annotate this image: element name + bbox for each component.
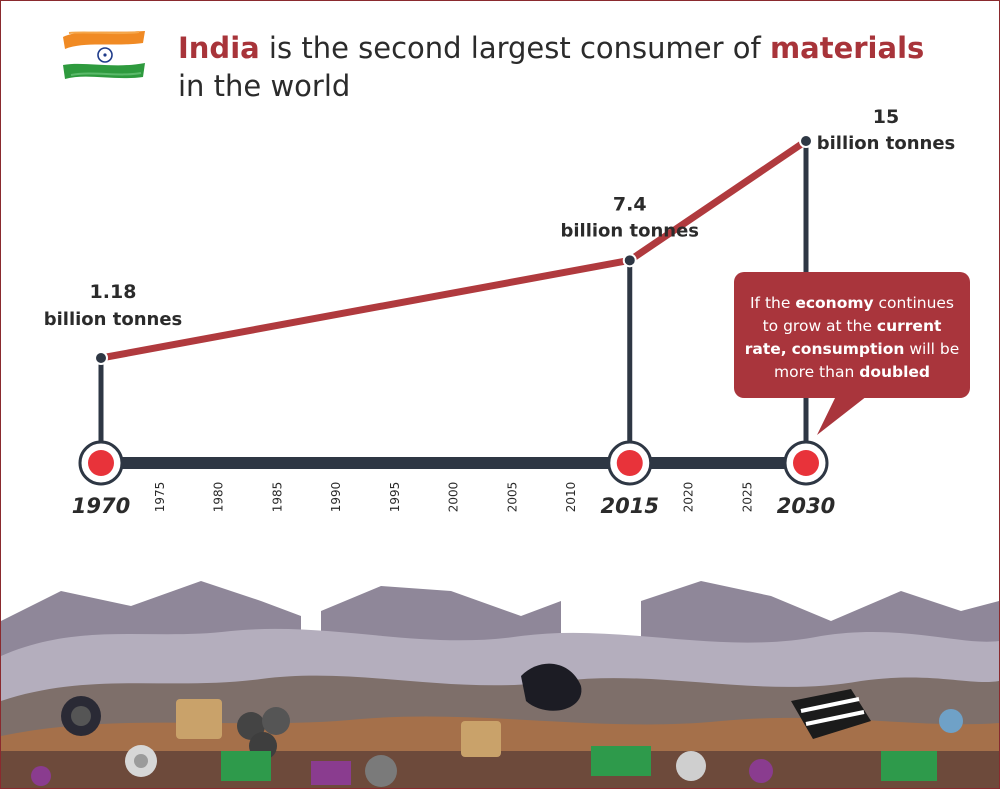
- minor-tick-label-2005: 2005: [505, 482, 519, 513]
- callout-bold-economy: economy: [795, 294, 874, 312]
- callout-bold-doubled: doubled: [859, 363, 931, 381]
- data-point-1970: [94, 351, 108, 365]
- major-tick-label-2030: 2030: [777, 494, 835, 518]
- callout-tail: [817, 396, 867, 435]
- callout-text: will be more than: [773, 340, 960, 381]
- major-tick-label-2015: 2015: [601, 494, 659, 518]
- garbage-heap-illustration: [1, 581, 999, 788]
- callout-text: continues to grow at the: [762, 294, 955, 335]
- year-marker-2030: [793, 450, 819, 476]
- data-point-2015: [622, 253, 637, 268]
- india-flag-icon: [63, 31, 145, 79]
- value-label-2015: 7.4: [613, 193, 647, 215]
- page-title: India is the second largest consumer of …: [178, 29, 938, 105]
- data-point-2030: [799, 134, 813, 148]
- title-text: is the second largest consumer of: [259, 31, 770, 65]
- title-highlight-materials: materials: [769, 31, 925, 65]
- value-label-1970: 1.18: [90, 281, 137, 303]
- minor-tick-label-2010: 2010: [564, 482, 578, 513]
- minor-tick-label-1980: 1980: [212, 482, 226, 513]
- unit-label-2015: billion tonnes: [560, 220, 699, 241]
- minor-tick-label-2025: 2025: [740, 482, 754, 513]
- major-tick-label-1970: 1970: [72, 494, 130, 518]
- unit-label-1970: billion tonnes: [44, 309, 183, 330]
- year-marker-2015: [616, 450, 643, 476]
- minor-tick-label-1975: 1975: [153, 482, 167, 513]
- minor-tick-label-2020: 2020: [682, 482, 696, 513]
- minor-tick-label-1985: 1985: [270, 482, 284, 513]
- callout-text: If the: [749, 294, 796, 312]
- callout-bubble: If the economy continues to grow at the …: [734, 272, 970, 398]
- value-label-2030: 15: [873, 106, 899, 128]
- minor-tick-label-2000: 2000: [447, 482, 461, 513]
- consumption-chart: 1975 1980 1985 1990 1995 2000 2005 2010 2020 2025…: [44, 106, 956, 518]
- minor-tick-label-1995: 1995: [388, 482, 402, 513]
- callout-bold-consumption: consumption: [791, 340, 905, 358]
- callout-bold-current-rate: current rate,: [744, 317, 942, 358]
- title-text-line2: in the world: [178, 69, 351, 103]
- year-marker-1970: [88, 450, 114, 476]
- minor-tick-label-1990: 1990: [329, 482, 343, 513]
- unit-label-2030: billion tonnes: [817, 133, 956, 154]
- title-highlight-india: India: [178, 31, 260, 65]
